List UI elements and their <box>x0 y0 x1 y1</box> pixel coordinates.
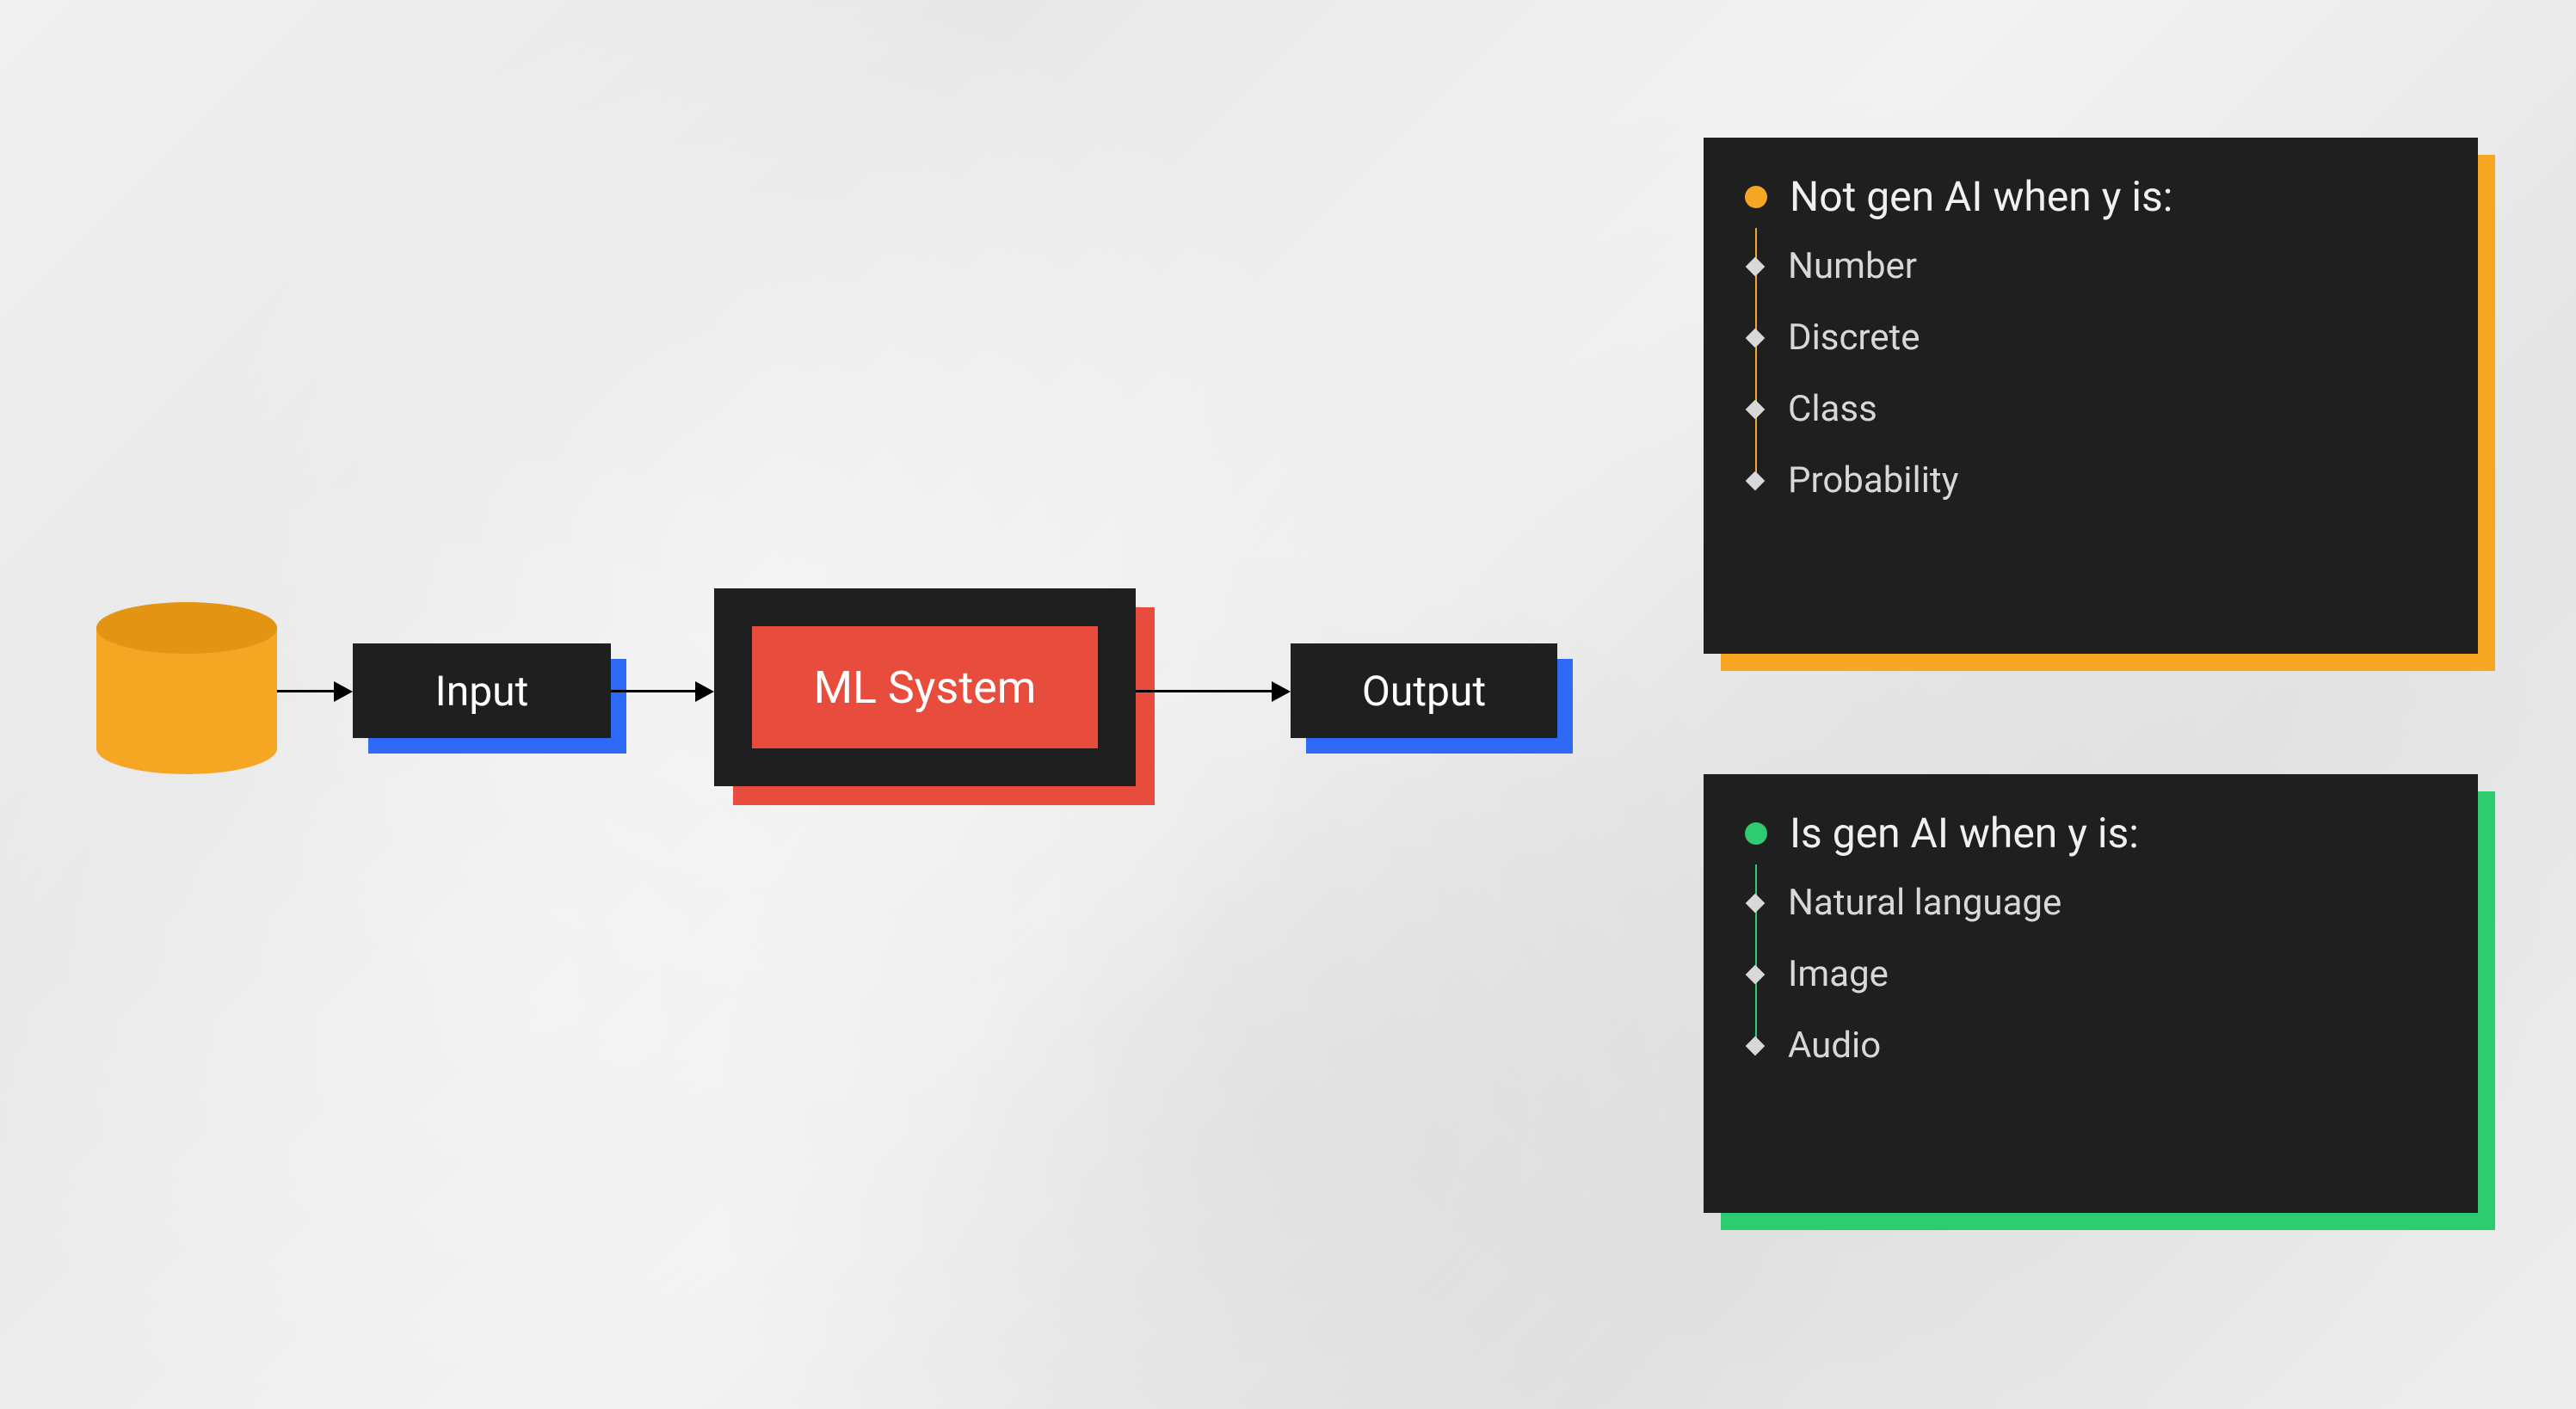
not-gen-ai-card-body: Not gen AI when y is: Number Discrete Cl… <box>1704 138 2478 654</box>
list-item: Audio <box>1788 1024 2437 1067</box>
ml-system-node: ML System <box>714 588 1136 786</box>
output-node-label: Output <box>1362 667 1486 716</box>
arrow-head-icon <box>334 681 353 702</box>
not-gen-ai-title-row: Not gen AI when y is: <box>1745 172 2437 221</box>
is-gen-item-0: Natural language <box>1788 882 2061 924</box>
diamond-bullet-icon <box>1746 1036 1766 1055</box>
not-gen-ai-items: Number Discrete Class Probability <box>1755 245 2437 501</box>
is-gen-ai-timeline-line <box>1755 864 1757 1049</box>
not-gen-ai-card: Not gen AI when y is: Number Discrete Cl… <box>1704 138 2478 654</box>
diamond-bullet-icon <box>1746 471 1766 490</box>
cylinder-top <box>96 602 277 654</box>
arrow-head-icon <box>695 681 714 702</box>
input-node-label: Input <box>435 667 529 716</box>
diamond-bullet-icon <box>1746 893 1766 913</box>
arrow-ml-to-output <box>1136 690 1273 692</box>
yellow-dot-icon <box>1745 186 1767 208</box>
ml-system-node-inner: ML System <box>752 626 1098 748</box>
arrow-cylinder-to-input <box>277 690 336 692</box>
list-item: Class <box>1788 388 2437 430</box>
is-gen-item-2: Audio <box>1788 1024 1881 1067</box>
diamond-bullet-icon <box>1746 256 1766 276</box>
list-item: Number <box>1788 245 2437 287</box>
is-gen-ai-title: Is gen AI when y is: <box>1790 809 2139 858</box>
ml-system-node-label: ML System <box>814 661 1037 714</box>
diamond-bullet-icon <box>1746 328 1766 348</box>
is-gen-ai-card-body: Is gen AI when y is: Natural language Im… <box>1704 774 2478 1213</box>
green-dot-icon <box>1745 822 1767 845</box>
is-gen-ai-title-row: Is gen AI when y is: <box>1745 809 2437 858</box>
is-gen-item-1: Image <box>1788 953 1889 995</box>
not-gen-item-2: Class <box>1788 388 1877 430</box>
list-item: Discrete <box>1788 317 2437 359</box>
diamond-bullet-icon <box>1746 399 1766 419</box>
list-item: Image <box>1788 953 2437 995</box>
database-cylinder-icon <box>96 602 277 774</box>
diamond-bullet-icon <box>1746 964 1766 984</box>
input-node-box: Input <box>353 643 611 738</box>
list-item: Natural language <box>1788 882 2437 924</box>
list-item: Probability <box>1788 459 2437 501</box>
arrow-head-icon <box>1272 681 1291 702</box>
input-node: Input <box>353 643 611 738</box>
not-gen-ai-title: Not gen AI when y is: <box>1790 172 2172 221</box>
arrow-input-to-ml <box>611 690 697 692</box>
not-gen-item-1: Discrete <box>1788 317 1920 359</box>
not-gen-item-0: Number <box>1788 245 1917 287</box>
is-gen-ai-items: Natural language Image Audio <box>1755 882 2437 1067</box>
output-node: Output <box>1291 643 1557 738</box>
not-gen-item-3: Probability <box>1788 459 1959 501</box>
is-gen-ai-card: Is gen AI when y is: Natural language Im… <box>1704 774 2478 1213</box>
output-node-box: Output <box>1291 643 1557 738</box>
